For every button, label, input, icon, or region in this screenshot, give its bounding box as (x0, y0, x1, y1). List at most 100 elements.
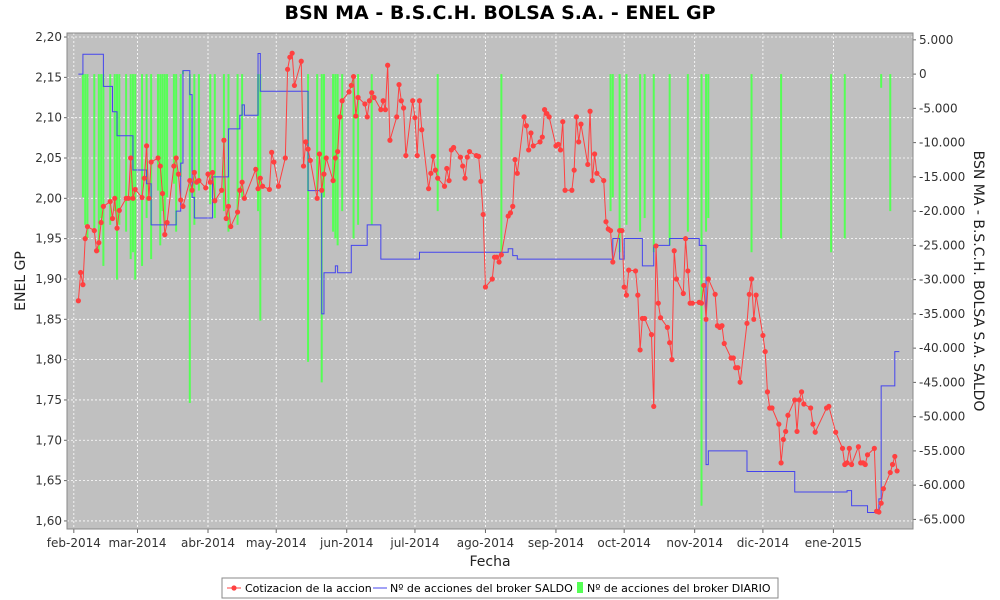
price-point (385, 62, 391, 68)
price-point (207, 179, 213, 185)
price-point (560, 119, 566, 125)
price-point (460, 163, 466, 169)
price-point (369, 90, 375, 96)
y2-tick-label: 0 (919, 67, 927, 81)
price-point (810, 421, 816, 427)
price-point (892, 453, 898, 460)
diario-bar (257, 74, 260, 212)
price-point (557, 147, 564, 153)
y-tick-label: 2,10 (35, 111, 62, 125)
diario-bars (81, 70, 892, 506)
price-point (482, 284, 489, 290)
price-point (573, 114, 580, 120)
diario-bar (81, 74, 84, 198)
price-point (712, 291, 718, 297)
price-point (205, 171, 211, 177)
price-point (432, 167, 439, 173)
price-point (878, 500, 884, 506)
diario-bar (118, 74, 121, 225)
price-point (173, 155, 179, 161)
y-tick-label: 1,70 (35, 433, 62, 447)
price-point (457, 154, 464, 160)
price-point (526, 147, 532, 153)
diario-bar (86, 74, 89, 239)
price-point (673, 276, 680, 282)
price-point (84, 223, 91, 230)
price-point (130, 195, 136, 201)
price-point (478, 178, 484, 184)
y-tick-label: 1,60 (35, 514, 62, 528)
price-point (833, 429, 839, 435)
price-point (239, 179, 245, 185)
price-point (444, 165, 450, 172)
price-point (621, 284, 627, 290)
x-tick-label: sep-2014 (528, 536, 584, 550)
price-point (562, 187, 568, 193)
price-point (864, 452, 871, 458)
price-point (98, 219, 104, 226)
diario-bar (316, 74, 319, 191)
price-point (592, 151, 598, 157)
y-tick-label: 2,20 (35, 30, 62, 44)
diario-bar (93, 74, 96, 232)
price-point (380, 98, 386, 104)
y2-tick-label: -15.000 (919, 170, 965, 184)
price-point (125, 195, 132, 201)
price-point (737, 379, 743, 385)
price-point (282, 155, 288, 161)
y-tick-label: 1,85 (35, 312, 62, 326)
price-point (139, 194, 145, 201)
price-point (635, 292, 641, 298)
price-point (100, 203, 106, 209)
price-markers (75, 50, 900, 515)
price-point (287, 54, 293, 60)
price-point (637, 347, 643, 353)
price-point (162, 232, 168, 238)
price-point (378, 107, 384, 113)
price-point (412, 115, 418, 121)
price-point (648, 332, 655, 338)
price-point (319, 187, 325, 193)
price-point (430, 153, 436, 159)
price-point (441, 183, 448, 189)
y2-tick-label: -25.000 (919, 238, 965, 252)
price-point (801, 401, 807, 407)
y2-tick-label: -45.000 (919, 375, 965, 389)
price-point (305, 146, 311, 152)
y-tick-label: 2,15 (35, 70, 62, 84)
price-point (894, 468, 900, 474)
price-point (530, 143, 536, 149)
diario-bar (705, 74, 708, 232)
price-point (632, 268, 639, 274)
price-point (489, 276, 495, 282)
price-point (887, 469, 893, 476)
price-point (541, 107, 548, 113)
price-point (796, 397, 802, 403)
diario-bar (116, 74, 119, 280)
price-point (143, 143, 150, 149)
price-point (203, 185, 209, 191)
price-point (353, 113, 359, 119)
price-point (314, 195, 320, 201)
price-point (512, 157, 518, 163)
price-point (155, 155, 161, 161)
price-point (664, 324, 670, 330)
diario-bar (436, 74, 439, 212)
price-point (428, 170, 434, 176)
price-point (196, 177, 202, 184)
price-point (371, 94, 377, 101)
price-point (642, 315, 648, 322)
price-point (571, 167, 577, 173)
price-point (91, 227, 97, 234)
diario-bar (97, 74, 100, 253)
price-point (228, 223, 234, 230)
x-axis-title: Fecha (469, 554, 510, 570)
price-point (521, 114, 527, 120)
diario-bar (830, 74, 833, 253)
price-point (876, 509, 882, 515)
diario-bar (357, 74, 360, 225)
price-point (300, 163, 307, 169)
price-point (462, 175, 468, 181)
price-point (271, 159, 277, 165)
y-axis-title: ENEL GP (13, 251, 29, 311)
